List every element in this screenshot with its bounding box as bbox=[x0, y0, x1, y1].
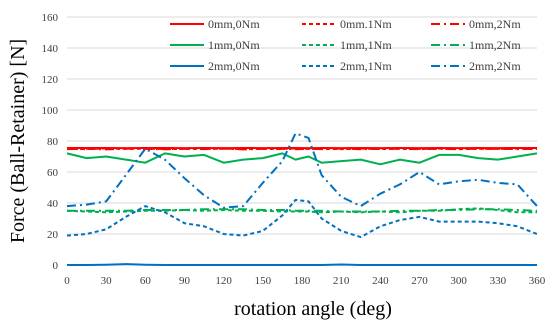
legend-label-5: 1mm,1Nm bbox=[340, 38, 392, 52]
legend: 0mm,0Nm 0mm.1Nm 0mm,2Nm 1mm,0Nm 1mm,1Nm 1mm,2… bbox=[170, 17, 521, 73]
x-tick-label: 360 bbox=[529, 275, 546, 287]
series-line-3 bbox=[66, 147, 538, 151]
x-tick-label: 60 bbox=[140, 275, 152, 287]
x-tick-label: 270 bbox=[411, 275, 428, 287]
y-tick-label: 100 bbox=[42, 105, 59, 117]
legend-label-7: 2mm,0Nm bbox=[208, 59, 260, 73]
y-tick-labels: 0 20 40 60 80 100 120 140 160 bbox=[42, 12, 59, 272]
series-line-4 bbox=[66, 152, 538, 166]
x-tick-label: 210 bbox=[333, 275, 350, 287]
x-tick-label: 330 bbox=[490, 275, 507, 287]
series-line-9 bbox=[66, 132, 538, 209]
x-tick-label: 150 bbox=[255, 275, 272, 287]
y-tick-label: 140 bbox=[42, 43, 59, 55]
legend-label-9: 2mm,2Nm bbox=[469, 59, 521, 73]
series-line-7 bbox=[67, 263, 537, 266]
y-axis-title: Force (Ball-Retainer) [N] bbox=[7, 39, 29, 243]
x-tick-label: 0 bbox=[64, 275, 70, 287]
y-tick-label: 80 bbox=[47, 136, 59, 148]
y-tick-label: 20 bbox=[47, 229, 59, 241]
y-tick-label: 120 bbox=[42, 74, 59, 86]
y-tick-label: 160 bbox=[42, 12, 59, 24]
x-tick-label: 300 bbox=[450, 275, 467, 287]
x-tick-label: 120 bbox=[215, 275, 232, 287]
series-line-6 bbox=[67, 208, 538, 213]
legend-label-8: 2mm,1Nm bbox=[340, 59, 392, 73]
legend-label-1: 0mm,0Nm bbox=[208, 17, 260, 31]
legend-label-2: 0mm.1Nm bbox=[340, 17, 392, 31]
x-tick-labels: 0 30 60 90 120 150 180 210 240 270 300 330 360 bbox=[64, 275, 546, 287]
x-axis-title: rotation angle (deg) bbox=[234, 298, 392, 320]
x-tick-label: 180 bbox=[294, 275, 311, 287]
y-tick-label: 40 bbox=[47, 198, 59, 210]
y-tick-label: 0 bbox=[53, 260, 59, 272]
legend-label-3: 0mm,2Nm bbox=[469, 17, 521, 31]
legend-label-6: 1mm,2Nm bbox=[469, 38, 521, 52]
x-tick-label: 30 bbox=[101, 275, 113, 287]
series-lines bbox=[66, 132, 538, 266]
x-tick-label: 240 bbox=[372, 275, 389, 287]
series-line-8 bbox=[66, 198, 538, 239]
legend-label-4: 1mm,0Nm bbox=[208, 38, 260, 52]
y-tick-label: 60 bbox=[47, 167, 59, 179]
x-tick-label: 90 bbox=[179, 275, 191, 287]
